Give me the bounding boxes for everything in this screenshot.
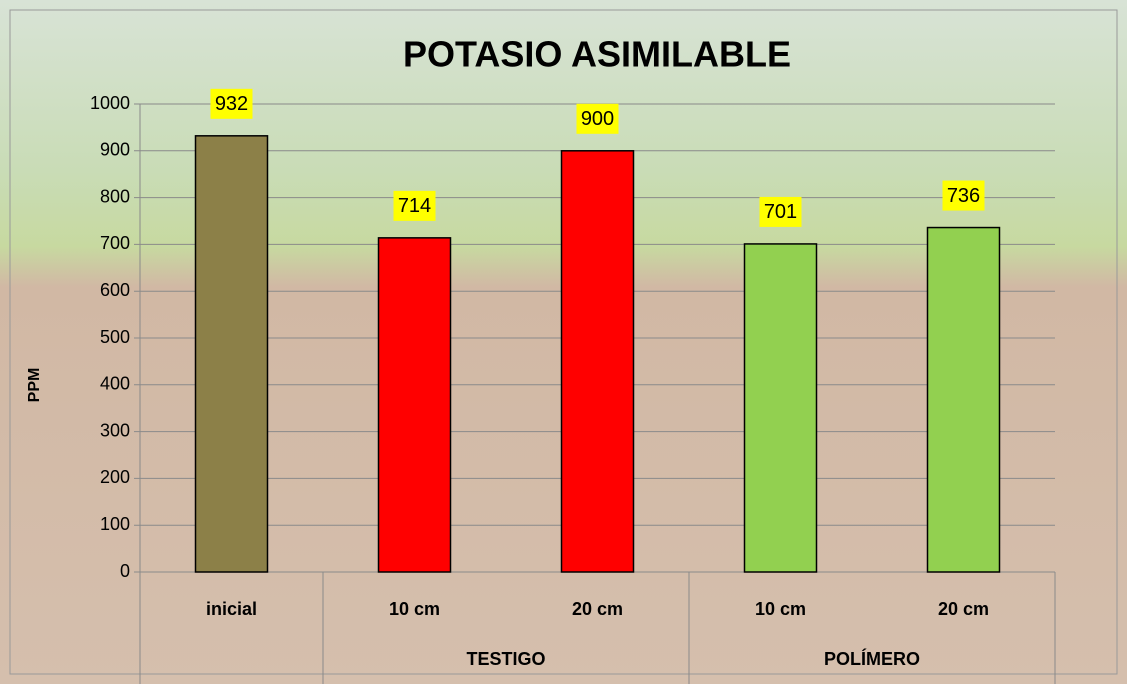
y-tick-label: 700	[100, 233, 130, 253]
x-tick-label: 10 cm	[755, 599, 806, 619]
bar	[926, 226, 1001, 573]
y-tick-label: 300	[100, 420, 130, 440]
value-label-box	[576, 103, 619, 134]
value-label: 932	[215, 93, 248, 115]
value-label: 736	[947, 185, 980, 207]
y-tick-label: 1000	[90, 93, 130, 113]
group-label: POLÍMERO	[824, 648, 920, 669]
y-tick-label: 800	[100, 186, 130, 206]
bar	[743, 243, 818, 573]
x-tick-label: 10 cm	[389, 599, 440, 619]
y-tick-label: 0	[120, 561, 130, 581]
value-label: 714	[398, 195, 431, 217]
y-tick-label: 100	[100, 514, 130, 534]
x-tick-label: inicial	[206, 599, 257, 619]
chart-title: POTASIO ASIMILABLE	[403, 34, 791, 75]
group-label: TESTIGO	[466, 649, 545, 669]
bar	[194, 135, 269, 573]
x-tick-label: 20 cm	[572, 599, 623, 619]
y-tick-label: 200	[100, 467, 130, 487]
y-axis-label: PPM	[26, 368, 43, 403]
value-label-box	[942, 180, 985, 211]
value-label-box	[393, 190, 436, 221]
y-tick-label: 900	[100, 140, 130, 160]
value-label-box	[210, 88, 253, 119]
y-tick-label: 600	[100, 280, 130, 300]
value-label-box	[759, 196, 802, 227]
bar	[560, 150, 635, 573]
bar	[377, 237, 452, 573]
chart-border	[9, 9, 1118, 675]
value-label: 900	[581, 108, 614, 130]
x-tick-label: 20 cm	[938, 599, 989, 619]
y-tick-label: 400	[100, 374, 130, 394]
value-label: 701	[764, 201, 797, 223]
y-tick-label: 500	[100, 327, 130, 347]
